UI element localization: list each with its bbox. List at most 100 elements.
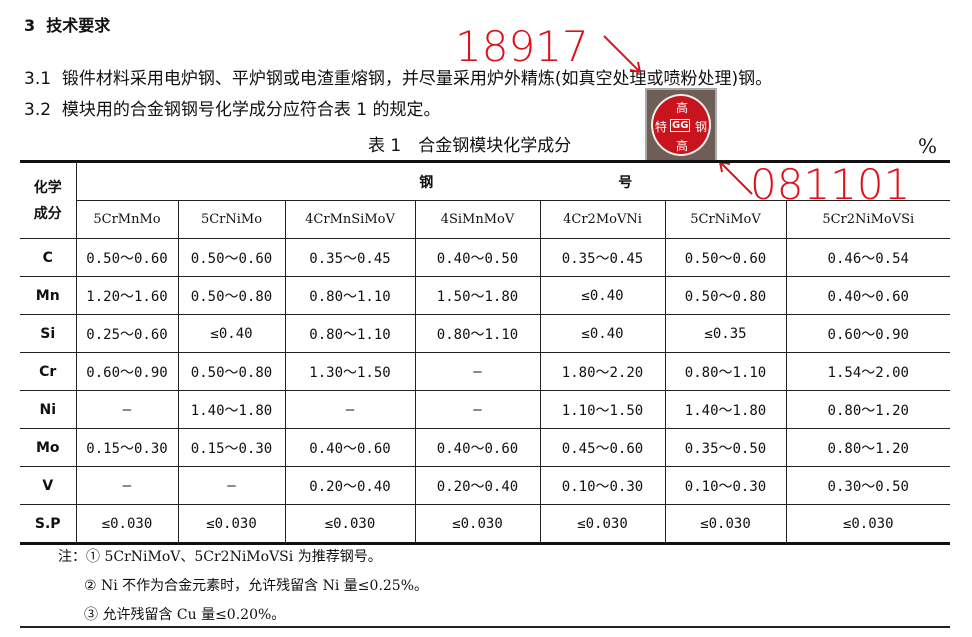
value-cell: ≤0.030 [414,504,541,544]
table-row: S.P ≤0.030 ≤0.030 ≤0.030 ≤0.030 ≤0.030 ≤0.030 ≤… [20,504,950,544]
value-cell: 0.80～1.10 [284,314,416,353]
value-cell: — [414,352,541,391]
element-cell: Cr [20,352,77,391]
element-cell: Mn [20,276,77,315]
value-cell: 1.40～1.80 [664,390,787,429]
column-header: 5CrNiMoV [664,200,787,239]
value-cell: 1.30～1.50 [284,352,416,391]
value-cell: 0.35～0.45 [539,238,666,277]
group-header-char: 钢 [419,174,434,191]
clause-text: 模块用的合金钢钢号化学成分应符合表 1 的规定。 [61,100,441,120]
table-unit: % [918,134,938,158]
value-cell: 0.30～0.50 [785,466,950,505]
element-cell: Mo [20,428,77,467]
value-cell: 0.25～0.60 [75,314,179,353]
bottom-rule [20,626,950,628]
value-cell: 0.80～1.10 [414,314,541,353]
element-cell: C [20,238,77,277]
element-cell: S.P [20,504,77,544]
value-cell: 1.20～1.60 [75,276,179,315]
value-cell: ≤0.40 [177,314,286,353]
stamp-logo: 高 特 GG 钢 高 [645,88,717,162]
value-cell: ≤0.030 [539,504,666,544]
value-cell: ≤0.40 [539,276,666,315]
value-cell: 0.60～0.90 [785,314,950,353]
stamp-circle: 高 特 GG 钢 高 [651,94,711,156]
row-header-cell: 化学成分 [20,161,77,239]
element-cell: V [20,466,77,505]
value-cell: 0.15～0.30 [75,428,179,467]
value-cell: 0.50～0.60 [75,238,179,277]
value-cell: — [414,390,541,429]
clause-number: 3.2 [24,100,52,120]
table-row: V — —0.20～0.40 0.20～0.40 0.10～0.30 0.10～0.30 0… [20,466,950,505]
value-cell: ≤0.030 [785,504,950,544]
composition-table: 化学成分 钢号 5CrMnMo 5CrNiMo 4CrMnSiMoV 4SiMnMoV… [20,160,950,545]
value-cell: 0.80～1.20 [785,390,950,429]
value-cell: 1.80～2.20 [539,352,666,391]
value-cell: 0.10～0.30 [664,466,787,505]
value-cell: 0.45～0.60 [539,428,666,467]
section-title: 技术要求 [46,16,111,35]
value-cell: ≤0.35 [664,314,787,353]
value-cell: ≤0.40 [539,314,666,353]
value-cell: 0.60～0.90 [75,352,179,391]
value-cell: — [177,466,286,505]
value-cell: 1.50～1.80 [414,276,541,315]
value-cell: — [284,390,416,429]
value-cell: 0.20～0.40 [284,466,416,505]
column-header: 4Cr2MoVNi [539,200,666,239]
notes-label: 注： [58,549,86,565]
note-3: ③ 允许残留含 Cu 量≤0.20%。 [84,607,286,623]
value-cell: 0.10～0.30 [539,466,666,505]
note-2: ② Ni 不作为合金元素时，允许残留含 Ni 量≤0.25%。 [84,578,429,594]
note-1: 注：① 5CrNiMoV、5Cr2NiMoVSi 为推荐钢号。 [58,546,428,566]
value-cell: 0.50～0.80 [177,276,286,315]
annotation-arrow-top [603,35,641,73]
steel-grade-group-header: 钢号 [75,161,950,201]
table-caption: 表 1 合金钢模块化学成分 [368,136,572,156]
value-cell: 1.40～1.80 [177,390,286,429]
column-header: 5Cr2NiMoVSi [785,200,950,239]
row-header-label: 化学成分 [33,179,62,222]
value-cell: — [75,466,179,505]
group-header-char: 号 [618,174,633,191]
table-row: Cr 0.60～0.90 0.50～0.80 1.30～1.50—1.80～2.20 0… [20,352,950,391]
value-cell: 0.80～1.20 [785,428,950,467]
value-cell: 0.50～0.80 [664,276,787,315]
value-cell: — [75,390,179,429]
column-header: 5CrNiMo [177,200,286,239]
value-cell: ≤0.030 [75,504,179,544]
clause-3-1: 3.1 锻件材料采用电炉钢、平炉钢或电渣重熔钢，并尽量采用炉外精炼(如真空处理或… [24,64,772,89]
element-cell: Ni [20,390,77,429]
column-header: 4CrMnSiMoV [284,200,416,239]
section-heading: 3 技术要求 [24,12,110,36]
value-cell: 0.35～0.45 [284,238,416,277]
value-cell: 0.46～0.54 [785,238,950,277]
value-cell: 1.54～2.00 [785,352,950,391]
value-cell: 0.50～0.60 [177,238,286,277]
value-cell: 0.20～0.40 [414,466,541,505]
table-row: Mo 0.15～0.30 0.15～0.30 0.40～0.60 0.40～0.60 0.… [20,428,950,467]
value-cell: 0.80～1.10 [284,276,416,315]
section-number: 3 [24,16,36,35]
notes: 注：① 5CrNiMoV、5Cr2NiMoVSi 为推荐钢号。 ② Ni 不作为… [58,546,428,624]
value-cell: 0.80～1.10 [664,352,787,391]
handwritten-annotation-top: 18917 [455,22,589,71]
value-cell: 0.40～0.60 [785,276,950,315]
clause-text: 锻件材料采用电炉钢、平炉钢或电渣重熔钢，并尽量采用炉外精炼(如真空处理或喷粉处理… [61,69,773,89]
value-cell: ≤0.030 [284,504,416,544]
element-cell: Si [20,314,77,353]
value-cell: 0.15～0.30 [177,428,286,467]
value-cell: 0.40～0.50 [414,238,541,277]
value-cell: 1.10～1.50 [539,390,666,429]
clause-number: 3.1 [24,69,52,89]
value-cell: 0.40～0.60 [284,428,416,467]
clause-3-2: 3.2 模块用的合金钢钢号化学成分应符合表 1 的规定。 [24,95,440,120]
value-cell: 0.40～0.60 [414,428,541,467]
value-cell: ≤0.030 [177,504,286,544]
value-cell: 0.50～0.60 [664,238,787,277]
value-cell: 0.50～0.80 [177,352,286,391]
table-row: Mn 1.20～1.60 0.50～0.80 0.80～1.10 1.50～1.80 ≤0… [20,276,950,315]
